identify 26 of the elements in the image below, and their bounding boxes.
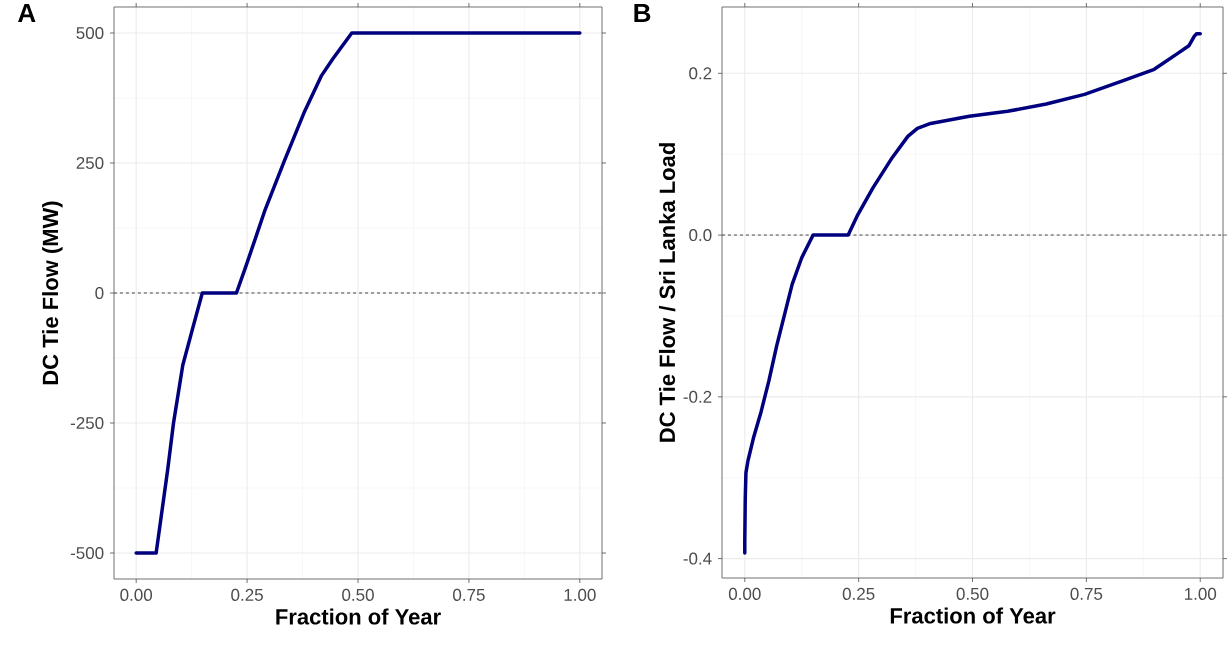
x-tick-label: 0.50: [956, 587, 989, 600]
y-tick-label: -0.4: [683, 552, 712, 565]
line-series: [134, 31, 582, 555]
chart-title: A: [18, 4, 36, 22]
y-tick-label: -500: [70, 546, 104, 560]
y-tick-label: 500: [76, 26, 104, 40]
y-tick-label: -250: [70, 416, 104, 430]
x-tick-label: 0.00: [120, 588, 153, 601]
y-tick-label: 0: [95, 286, 104, 300]
y-axis-title: DC Tie Flow (MW): [42, 201, 63, 385]
y-tick-label: 250: [76, 156, 104, 170]
x-axis-title: Fraction of Year: [890, 607, 1056, 624]
y-axis-title: DC Tie Flow / Sri Lanka Load: [658, 143, 676, 442]
chart-title: B: [634, 4, 651, 22]
x-tick-label: 0.75: [1070, 587, 1103, 600]
x-tick-label: 0.50: [342, 588, 374, 601]
x-tick-label: 0.25: [842, 587, 875, 600]
y-tick-label: 0.0: [689, 229, 712, 242]
x-tick-label: 0.25: [231, 588, 263, 601]
y-tick-label: -0.2: [683, 390, 712, 403]
x-tick-label: 1.00: [1184, 587, 1217, 600]
x-tick-label: 0.00: [728, 587, 761, 600]
x-tick-label: 0.75: [453, 588, 485, 601]
x-axis-title: Fraction of Year: [276, 608, 441, 625]
y-tick-label: 0.2: [689, 67, 712, 80]
x-tick-label: 1.00: [564, 588, 596, 601]
